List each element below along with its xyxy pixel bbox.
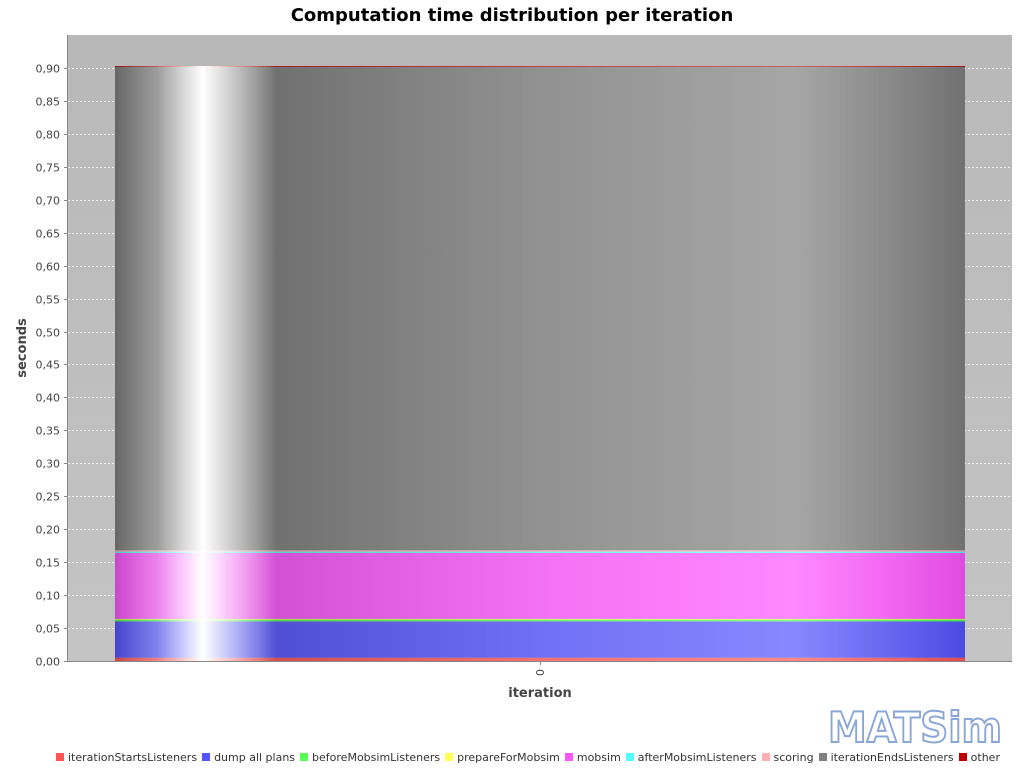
legend-label: mobsim [576, 750, 621, 764]
y-tick-label: 0,45 [36, 359, 61, 372]
legend-swatch [818, 753, 827, 761]
legend-label: other [970, 750, 1000, 764]
y-tick-label: 0,20 [36, 524, 61, 537]
legend: iterationStartsListeners dump all plans be… [56, 749, 1005, 765]
legend-label: iterationEndsListeners [830, 750, 954, 764]
x-axis-title: iteration [508, 686, 572, 701]
legend-swatch [202, 753, 211, 761]
y-tick-label: 0,60 [36, 261, 61, 274]
y-tick-label: 0,10 [36, 590, 61, 603]
legend-swatch [958, 753, 967, 761]
legend-swatch [56, 753, 64, 761]
legend-swatch [445, 753, 454, 761]
y-tick-label: 0,05 [36, 623, 61, 636]
legend-item: prepareForMobsim [445, 751, 560, 764]
y-tick-label: 0,30 [36, 458, 61, 471]
area-highlight [115, 65, 965, 661]
y-tick-label: 0,80 [36, 129, 61, 142]
legend-label: afterMobsimListeners [637, 750, 757, 764]
y-tick-label: 0,00 [36, 656, 61, 669]
legend-label: iterationStartsListeners [68, 750, 198, 764]
y-tick-label: 0,40 [36, 392, 61, 405]
legend-item: afterMobsimListeners [625, 750, 757, 764]
y-tick-label: 0,15 [36, 557, 61, 570]
matsim-logo: MATSim [827, 702, 1003, 748]
x-tick-label: 0 [534, 669, 547, 676]
chart-title: Computation time distribution per iterat… [291, 5, 734, 26]
legend-label: beforeMobsimListeners [312, 750, 441, 764]
y-axis-title: seconds [15, 318, 30, 378]
legend-item: mobsim [564, 750, 621, 764]
logo-text: MATSim [828, 703, 1002, 748]
y-tick-label: 0,90 [36, 63, 61, 76]
legend-item: iterationStartsListeners [56, 751, 197, 764]
legend-item: other [958, 750, 1000, 764]
y-tick-label: 0,35 [36, 425, 61, 438]
x-axis-ticks: 0 [534, 661, 547, 676]
legend-swatch [625, 753, 634, 761]
y-tick-label: 0,25 [36, 491, 61, 504]
y-axis-ticks: 0,00 0,05 0,10 0,15 0,20 0,25 0,30 0,35 0,40 0,45… [36, 63, 68, 669]
legend-item: beforeMobsimListeners [300, 751, 440, 764]
legend-label: prepareForMobsim [457, 750, 560, 764]
legend-label: scoring [773, 750, 814, 764]
legend-item: iterationEndsListeners [818, 750, 954, 764]
y-tick-label: 0,65 [36, 228, 61, 241]
legend-swatch [564, 753, 573, 761]
legend-item: dump all plans [202, 751, 295, 764]
legend-label: dump all plans [214, 750, 296, 764]
y-tick-label: 0,85 [36, 96, 61, 109]
y-tick-label: 0,70 [36, 195, 61, 208]
y-tick-label: 0,55 [36, 294, 61, 307]
legend-swatch [761, 753, 770, 761]
legend-item: scoring [761, 750, 814, 764]
area-sheen [115, 65, 965, 661]
y-tick-label: 0,50 [36, 327, 61, 340]
y-tick-label: 0,75 [36, 162, 61, 175]
legend-swatch [300, 753, 309, 761]
